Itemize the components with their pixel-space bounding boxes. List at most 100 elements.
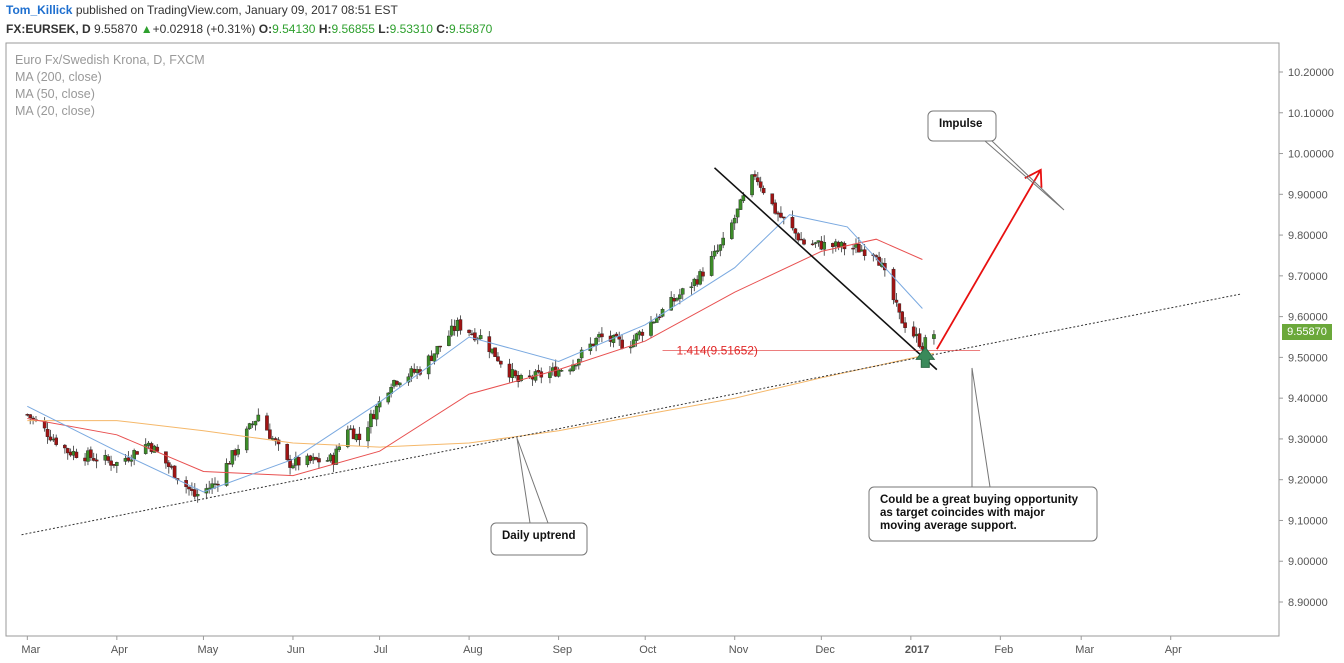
candle	[164, 451, 168, 464]
candle	[756, 177, 760, 183]
candle	[750, 174, 754, 196]
candle	[192, 489, 197, 497]
y-tick-label: 9.10000	[1288, 515, 1328, 527]
candle	[438, 345, 443, 348]
candle	[758, 181, 763, 188]
last-price: 9.55870	[94, 22, 138, 36]
candle	[620, 339, 624, 349]
candle	[628, 346, 633, 349]
candle	[48, 436, 53, 441]
callout-pointer	[516, 437, 549, 524]
author-link[interactable]: Tom_Killick	[6, 3, 73, 17]
candle	[680, 288, 685, 295]
candle	[640, 331, 645, 336]
candle	[698, 271, 702, 285]
x-tick-label: Jun	[287, 644, 305, 656]
candle	[89, 449, 93, 458]
candle	[600, 333, 604, 338]
candle	[265, 415, 269, 431]
y-tick-label: 9.20000	[1288, 475, 1328, 487]
candle	[527, 375, 532, 378]
candle	[334, 448, 339, 465]
callout-box	[927, 110, 997, 142]
arrow-head-icon	[1024, 168, 1043, 188]
candle	[761, 187, 766, 194]
candle	[810, 243, 815, 246]
candle	[709, 256, 714, 276]
current-price-badge: 9.55870	[1282, 324, 1332, 340]
candle	[126, 457, 131, 461]
candle	[458, 319, 463, 331]
candle	[247, 423, 252, 429]
candle	[536, 370, 541, 373]
candle	[669, 297, 673, 311]
ma-line-20	[27, 214, 923, 493]
candle	[891, 268, 896, 301]
candle	[897, 303, 902, 313]
candle	[351, 428, 356, 440]
x-tick-label: Feb	[994, 644, 1013, 656]
candle	[732, 217, 737, 224]
candle	[432, 353, 437, 362]
candle	[741, 195, 746, 201]
candle	[911, 326, 916, 337]
candle	[129, 459, 134, 462]
y-tick-label: 9.50000	[1288, 352, 1328, 364]
callout-pointer	[984, 140, 1065, 211]
candle	[74, 451, 79, 458]
candle	[802, 239, 806, 245]
candle	[900, 311, 904, 324]
candle	[862, 249, 867, 257]
candle	[377, 401, 382, 408]
candle	[224, 463, 229, 486]
candle	[109, 460, 113, 466]
candle	[167, 462, 171, 467]
candle	[675, 298, 679, 301]
candle	[932, 334, 936, 339]
candle	[54, 437, 58, 445]
close-value: 9.55870	[448, 22, 493, 36]
candle	[288, 458, 292, 468]
candle	[594, 337, 598, 346]
x-tick-label: May	[197, 644, 218, 656]
close-label: C:	[436, 22, 449, 36]
candle	[718, 244, 723, 251]
candle	[155, 446, 160, 452]
candle	[513, 370, 518, 377]
candle	[657, 316, 662, 318]
x-tick-label: Apr	[1165, 644, 1182, 656]
x-tick-label: Dec	[815, 644, 835, 656]
candle	[735, 208, 740, 218]
low-label: L:	[378, 22, 390, 36]
candle	[143, 444, 148, 454]
candle	[369, 413, 373, 428]
candle	[216, 483, 220, 486]
candle	[195, 494, 200, 497]
candle	[721, 237, 725, 246]
candle	[296, 457, 301, 466]
candle	[230, 450, 235, 465]
candle	[678, 294, 682, 299]
candle	[337, 446, 341, 450]
candle	[236, 448, 240, 455]
candle	[579, 349, 584, 359]
candle	[493, 347, 497, 357]
x-tick-label: Oct	[639, 644, 656, 656]
y-tick-label: 9.80000	[1288, 230, 1328, 242]
candle	[903, 322, 907, 328]
callout-pointer	[971, 367, 991, 488]
candle	[285, 443, 289, 460]
y-tick-label: 9.70000	[1288, 271, 1328, 283]
x-tick-label: Mar	[1075, 644, 1094, 656]
candle	[712, 250, 717, 257]
candle	[574, 364, 578, 367]
y-tick-label: 10.00000	[1288, 149, 1334, 161]
low-value: 9.53310	[389, 22, 433, 36]
x-tick-label: Apr	[111, 644, 128, 656]
candle	[386, 392, 391, 403]
candle	[782, 216, 786, 219]
candle	[851, 247, 855, 250]
candle	[435, 345, 440, 355]
candle	[496, 356, 500, 362]
